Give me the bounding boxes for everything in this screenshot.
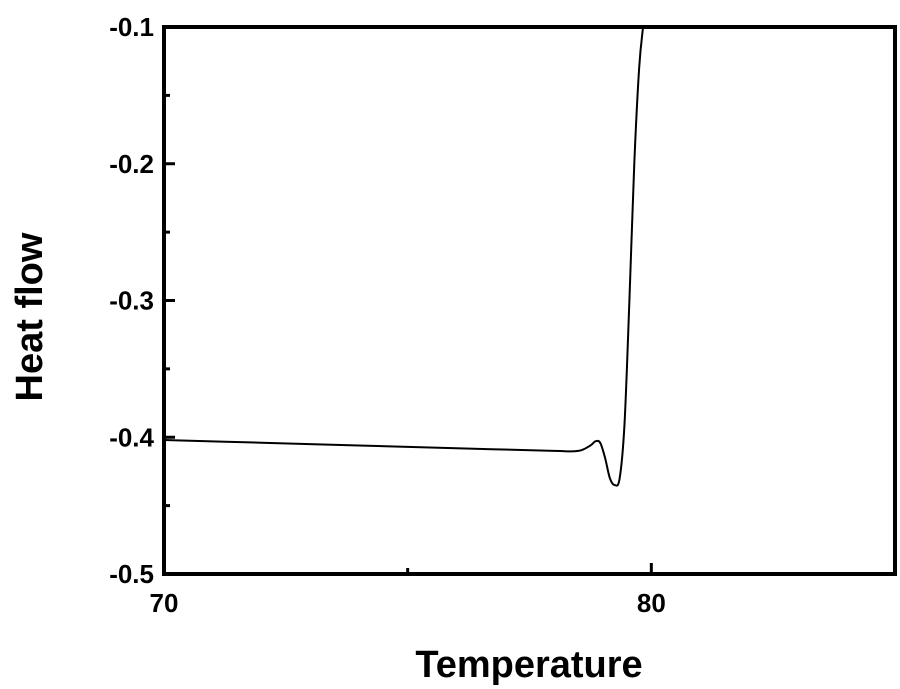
y-tick-label: -0.5 (109, 559, 154, 589)
y-tick-label: -0.1 (109, 12, 154, 42)
x-axis-title: Temperature (415, 644, 642, 686)
y-tick-label: -0.4 (109, 422, 154, 452)
y-tick-label: -0.3 (109, 286, 154, 316)
y-tick-label: -0.2 (109, 149, 154, 179)
x-tick-label: 70 (150, 588, 179, 618)
x-tick-label: 80 (637, 588, 666, 618)
plot-frame (162, 25, 897, 576)
axis-tick-labels: -0.5 -0.4 -0.3 -0.2 -0.1 70 80 (109, 12, 666, 618)
axis-ticks (162, 25, 653, 576)
heat-flow-series-line (164, 27, 645, 487)
plot-area (164, 27, 645, 487)
y-axis-title: Heat flow (9, 232, 51, 401)
